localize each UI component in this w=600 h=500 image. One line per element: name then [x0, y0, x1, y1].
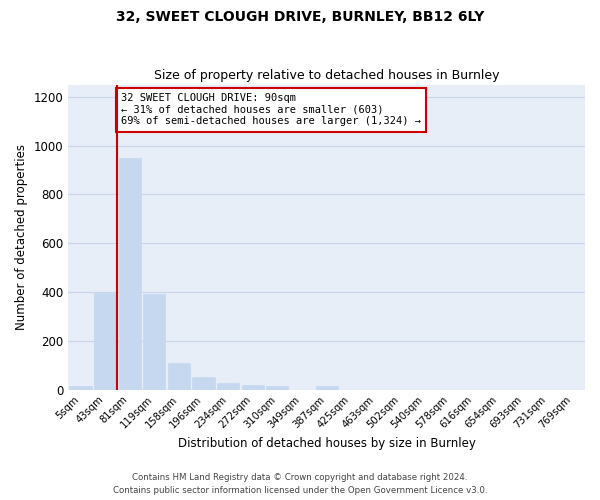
Bar — [242, 385, 264, 390]
Text: 32, SWEET CLOUGH DRIVE, BURNLEY, BB12 6LY: 32, SWEET CLOUGH DRIVE, BURNLEY, BB12 6L… — [116, 10, 484, 24]
Y-axis label: Number of detached properties: Number of detached properties — [15, 144, 28, 330]
Bar — [217, 384, 239, 390]
Title: Size of property relative to detached houses in Burnley: Size of property relative to detached ho… — [154, 69, 499, 82]
Bar — [316, 386, 338, 390]
Bar — [119, 158, 141, 390]
Bar — [143, 294, 166, 390]
X-axis label: Distribution of detached houses by size in Burnley: Distribution of detached houses by size … — [178, 437, 476, 450]
Text: Contains HM Land Registry data © Crown copyright and database right 2024.
Contai: Contains HM Land Registry data © Crown c… — [113, 474, 487, 495]
Bar — [266, 386, 289, 390]
Bar — [94, 293, 116, 390]
Bar — [70, 386, 92, 390]
Bar — [168, 362, 190, 390]
Text: 32 SWEET CLOUGH DRIVE: 90sqm
← 31% of detached houses are smaller (603)
69% of s: 32 SWEET CLOUGH DRIVE: 90sqm ← 31% of de… — [121, 93, 421, 126]
Bar — [193, 377, 215, 390]
